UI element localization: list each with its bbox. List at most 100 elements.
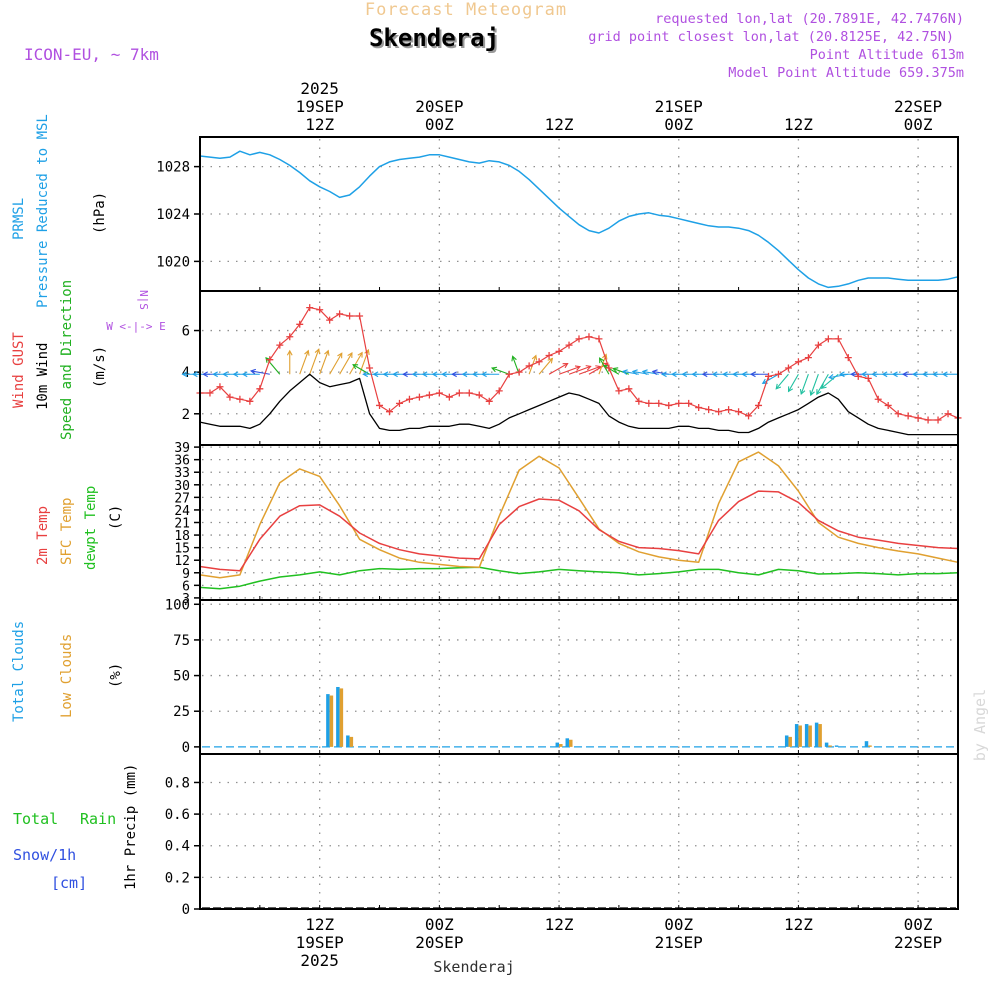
wind-arrow-head: [871, 371, 878, 378]
wind-arrow-head: [461, 371, 468, 378]
wind-gust-point: [216, 383, 224, 391]
wind-arrow-head: [860, 371, 867, 378]
wind-gust-point: [794, 358, 802, 366]
wind-gust-point: [585, 333, 593, 341]
wind-arrow-head: [941, 371, 948, 378]
panel-border: [199, 753, 959, 910]
wind-direction-arrow: [762, 373, 779, 384]
low-clouds-bar: [339, 688, 344, 747]
low-clouds-bar: [329, 695, 334, 747]
model-label: ICON-EU, ~ 7km: [24, 45, 159, 64]
wind-gust-point: [944, 410, 952, 418]
temp-2m-label: 2m Temp: [35, 506, 51, 565]
y-tick-label: 6: [182, 324, 190, 340]
wind-gust-point: [495, 387, 503, 395]
total-clouds-bar: [336, 686, 340, 747]
wind-arrow-head: [491, 366, 498, 373]
wind-unit-label: (m/s): [92, 346, 108, 388]
wind-arrow-head: [451, 371, 457, 378]
wind-gust-point: [475, 391, 483, 399]
wind-arrow-head: [382, 371, 389, 378]
total-clouds-bar: [784, 735, 789, 747]
wind-arrow-head: [181, 371, 188, 378]
total-clouds-bar: [824, 742, 829, 747]
wind-arrow-head: [891, 371, 898, 378]
wind-arrow-head: [711, 371, 718, 378]
wind-gust-point: [306, 304, 314, 312]
low-clouds-bar: [798, 725, 802, 747]
wind-arrow-head: [921, 371, 928, 378]
y-tick-label: 1024: [156, 207, 190, 223]
wind-arrow-head: [324, 349, 330, 356]
wind-gust-point: [316, 306, 324, 314]
wind-arrow-head: [222, 371, 228, 378]
wind-gust-point: [535, 358, 543, 366]
wind-gust-point: [854, 372, 862, 380]
snow-unit-label: [cm]: [51, 874, 87, 892]
clouds-unit-label: (%): [108, 663, 124, 688]
wind-arrow-head: [660, 371, 667, 378]
wind-arrow-head: [602, 353, 608, 360]
wind-gust-point: [386, 408, 393, 416]
wind-gust-point: [625, 385, 633, 393]
wind-gust-point: [326, 316, 334, 324]
wind-direction-arrow: [349, 352, 363, 375]
wind-arrow-head: [304, 349, 310, 356]
wind-gust-point: [635, 397, 643, 405]
total-clouds-bar: [814, 722, 819, 747]
y-tick-label: 4: [182, 365, 190, 381]
y-tick-label: 39: [174, 441, 190, 456]
y-tick-label: 3: [182, 592, 190, 607]
y-tick-label: 0: [182, 740, 190, 756]
wind-arrow-head: [749, 371, 756, 378]
low-clouds-bar: [828, 745, 832, 747]
wind-gust-point: [336, 310, 344, 318]
top-time-label: 19SEP: [296, 97, 344, 116]
total-clouds-label: Total Clouds: [11, 621, 27, 722]
low-clouds-bar: [818, 724, 822, 747]
bottom-time-label: 12Z: [784, 915, 813, 934]
top-time-label: 2025: [300, 79, 339, 98]
wind-gust-point: [685, 399, 693, 407]
wind-arrow-head: [787, 386, 794, 393]
wind-direction-arrow: [775, 373, 789, 390]
wind-arrow-head: [364, 348, 370, 356]
wind-arrow-head: [931, 371, 938, 378]
wind-arrow-head: [651, 369, 658, 375]
wind-gust-point: [705, 406, 713, 414]
wind-gust-point: [884, 401, 892, 409]
total-clouds-bar: [864, 741, 869, 747]
wind-gust-point: [445, 393, 453, 401]
y-tick-label: 36: [174, 454, 190, 469]
wind-arrow-head: [828, 374, 835, 380]
top-time-label: 12Z: [545, 115, 574, 134]
wind-arrow-head: [816, 389, 822, 396]
wind-direction-arrow: [251, 370, 270, 375]
y-tick-label: 0.4: [165, 839, 190, 855]
wind-gust-point: [246, 397, 254, 405]
low-clouds-bar: [868, 745, 872, 747]
wind-arrow-head: [838, 371, 845, 378]
wind-arrow-head: [631, 369, 638, 375]
wind-gust-point: [874, 395, 882, 403]
wind-gust-point: [745, 412, 753, 420]
wind-arrow-head: [799, 388, 806, 396]
precip-unit-label: 1hr Precip (mm): [123, 764, 139, 890]
wind-direction-arrow: [829, 373, 849, 379]
wind-direction-arrow: [810, 374, 819, 396]
bottom-time-label: 12Z: [545, 915, 574, 934]
y-tick-label: 15: [174, 542, 190, 557]
wind-arrow-head: [431, 371, 438, 378]
wind-direction-arrow: [578, 365, 601, 375]
wind-gust-point: [525, 362, 533, 370]
wind-arrow-head: [337, 352, 343, 359]
bottom-time-label: 00Z: [664, 915, 693, 934]
wind-arrow-head: [531, 354, 538, 361]
total-clouds-bar: [565, 738, 570, 747]
wind-direction-arrow: [613, 368, 630, 375]
low-clouds-bar: [808, 725, 812, 747]
wind-gust-point: [725, 406, 733, 414]
wind-gust-point: [824, 335, 832, 343]
wind-direction-arrow: [538, 358, 553, 375]
